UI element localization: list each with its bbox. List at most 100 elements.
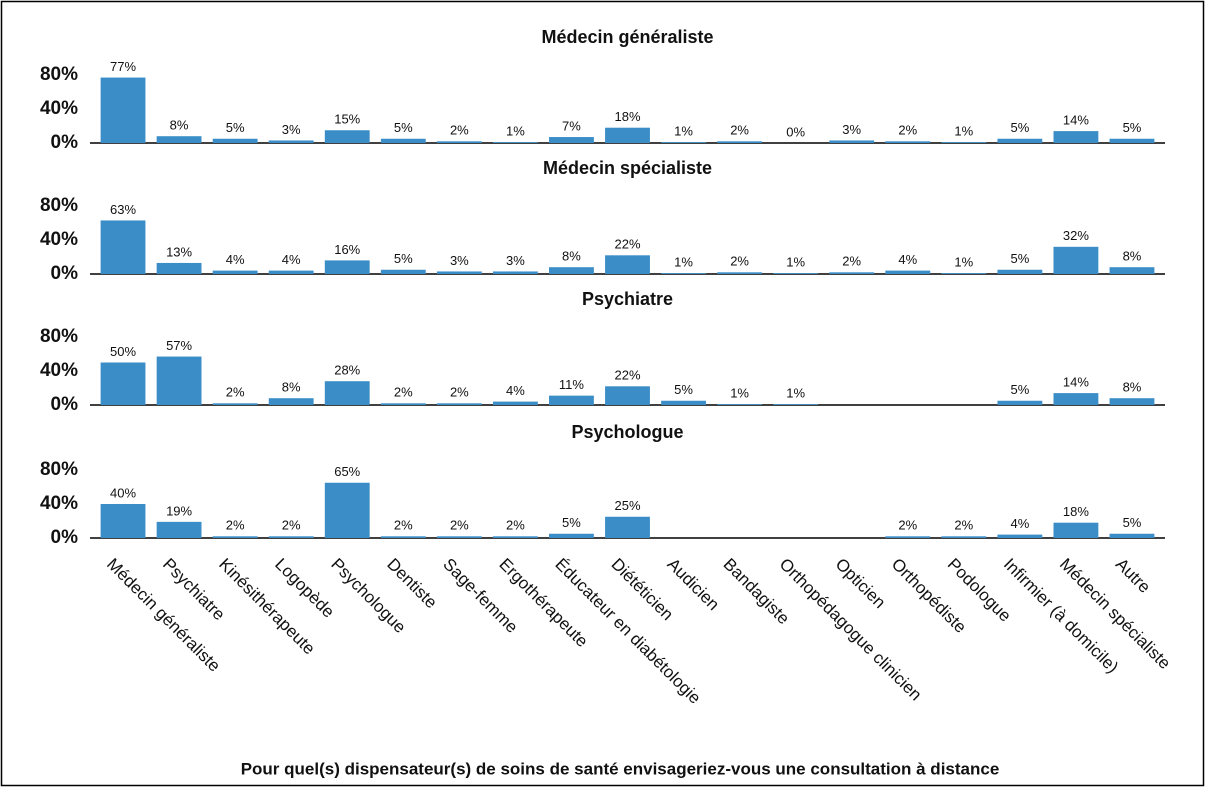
bar	[380, 138, 426, 143]
bar	[885, 536, 931, 538]
y-tick-label: 0%	[51, 132, 79, 153]
data-label: 2%	[730, 123, 749, 138]
y-tick-label: 0%	[51, 527, 79, 548]
data-label: 18%	[1063, 504, 1089, 519]
y-tick-label: 80%	[40, 459, 78, 480]
y-tick-label: 0%	[51, 263, 79, 284]
data-label: 16%	[334, 242, 360, 257]
data-label: 0%	[786, 124, 805, 139]
bar	[1053, 522, 1099, 538]
bar	[829, 140, 875, 143]
bar	[212, 270, 258, 274]
data-label: 8%	[1123, 249, 1142, 264]
data-label: 2%	[898, 518, 917, 533]
bar	[212, 138, 258, 143]
bar	[436, 536, 482, 538]
data-label: 4%	[898, 252, 917, 267]
data-label: 2%	[450, 518, 469, 533]
data-label: 5%	[1123, 120, 1142, 135]
bar	[436, 141, 482, 143]
data-label: 1%	[954, 255, 973, 270]
bar	[380, 536, 426, 538]
data-label: 18%	[614, 109, 640, 124]
bar	[324, 381, 370, 405]
data-label: 5%	[226, 120, 245, 135]
bar	[549, 267, 594, 274]
bar	[212, 536, 258, 538]
data-label: 5%	[674, 382, 693, 397]
y-tick-label: 80%	[40, 326, 78, 347]
bar	[661, 400, 706, 405]
bar	[885, 270, 931, 274]
bar	[1053, 246, 1099, 274]
bar	[661, 273, 706, 274]
bar	[1109, 138, 1155, 143]
data-label: 4%	[1010, 516, 1029, 531]
data-label: 2%	[898, 123, 917, 138]
data-label: 63%	[110, 202, 136, 217]
data-label: 3%	[282, 122, 301, 137]
bar	[997, 534, 1043, 538]
bar	[1109, 533, 1155, 538]
bar	[492, 401, 538, 405]
bar	[997, 269, 1043, 274]
data-label: 22%	[614, 368, 640, 383]
y-tick-label: 80%	[40, 64, 78, 85]
panel-title: Psychiatre	[582, 289, 673, 309]
data-label: 25%	[614, 498, 640, 513]
bar	[549, 395, 594, 405]
bar	[436, 403, 482, 405]
bar	[1053, 393, 1099, 405]
bar	[268, 398, 314, 405]
y-tick-label: 40%	[40, 98, 78, 119]
bar	[1109, 267, 1155, 274]
bar	[773, 273, 819, 274]
bar	[268, 270, 314, 274]
data-label: 2%	[282, 518, 301, 533]
data-label: 14%	[1063, 375, 1089, 390]
data-label: 15%	[334, 112, 360, 127]
bar	[717, 272, 763, 274]
data-label: 2%	[450, 385, 469, 400]
data-label: 14%	[1063, 113, 1089, 128]
bar	[605, 127, 650, 143]
data-label: 13%	[166, 244, 192, 259]
bar	[156, 136, 202, 143]
data-label: 19%	[166, 503, 192, 518]
bar	[324, 482, 370, 538]
data-label: 8%	[170, 118, 189, 133]
bar	[717, 141, 763, 143]
data-label: 1%	[786, 386, 805, 401]
data-label: 1%	[786, 255, 805, 270]
data-label: 1%	[674, 124, 693, 139]
data-label: 2%	[450, 123, 469, 138]
bar	[492, 271, 538, 274]
bar	[1109, 398, 1155, 405]
y-tick-label: 40%	[40, 360, 78, 381]
bar	[549, 137, 594, 143]
bar	[1053, 131, 1099, 143]
data-label: 5%	[394, 120, 413, 135]
bar	[773, 404, 819, 405]
bar	[324, 130, 370, 143]
bar	[549, 533, 594, 538]
data-label: 2%	[954, 518, 973, 533]
bar	[100, 77, 146, 143]
data-label: 8%	[282, 380, 301, 395]
bar	[380, 269, 426, 274]
data-label: 2%	[730, 254, 749, 269]
bar	[268, 536, 314, 538]
data-label: 57%	[166, 338, 192, 353]
data-label: 28%	[334, 363, 360, 378]
data-label: 1%	[730, 386, 749, 401]
data-label: 5%	[1010, 382, 1029, 397]
data-label: 32%	[1063, 228, 1089, 243]
data-label: 1%	[506, 124, 525, 139]
data-label: 2%	[226, 518, 245, 533]
bar	[492, 142, 538, 143]
bar	[156, 521, 202, 538]
bar	[100, 220, 146, 274]
y-tick-label: 40%	[40, 493, 78, 514]
